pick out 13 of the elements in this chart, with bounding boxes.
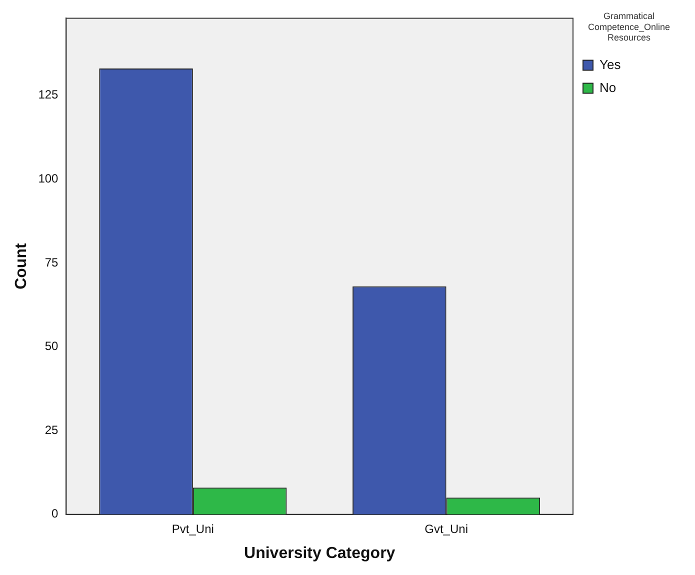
y-tick-label: 75 xyxy=(44,255,59,270)
y-tick-label: 100 xyxy=(38,171,59,186)
legend-label: Yes xyxy=(600,56,622,72)
y-tick-label: 50 xyxy=(44,339,59,354)
legend-label: No xyxy=(600,80,616,95)
y-tick-label: 125 xyxy=(38,88,59,102)
y-axis-title: Count xyxy=(13,242,30,290)
legend-title: Grammatical Competence_Online Resources xyxy=(588,10,670,43)
x-axis-title: University Category xyxy=(244,544,396,562)
x-tick-label: Pvt_Uni xyxy=(172,522,214,536)
x-tick-label: Gvt_Uni xyxy=(424,522,468,536)
y-tick-label: 0 xyxy=(52,506,59,521)
y-tick-label: 25 xyxy=(44,422,59,437)
